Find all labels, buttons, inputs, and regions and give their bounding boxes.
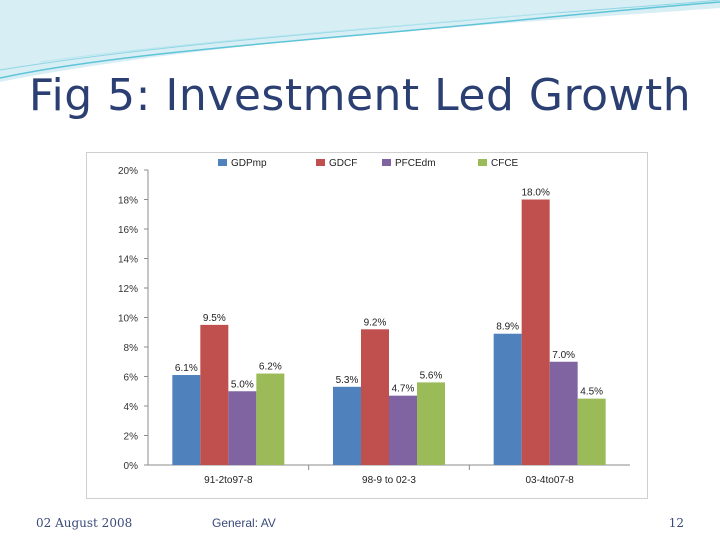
x-tick-label: 03-4to07-8 xyxy=(525,475,574,486)
header-wave-decoration xyxy=(0,0,720,82)
data-label: 8.9% xyxy=(496,322,519,333)
y-tick-label: 14% xyxy=(118,255,138,266)
bar xyxy=(577,398,606,465)
data-label: 5.3% xyxy=(336,375,359,386)
bar xyxy=(361,329,389,465)
x-tick-label: 98-9 to 02-3 xyxy=(362,475,416,486)
y-tick-label: 8% xyxy=(124,343,139,354)
page-number: 12 xyxy=(668,516,684,530)
x-tick-label: 91-2to97-8 xyxy=(204,475,253,486)
data-label: 4.5% xyxy=(580,387,603,398)
data-label: 5.0% xyxy=(231,379,254,390)
legend-label: GDPmp xyxy=(231,158,267,169)
bar xyxy=(493,333,522,465)
data-label: 9.2% xyxy=(364,317,387,328)
bar xyxy=(521,199,550,465)
legend-swatch xyxy=(218,159,227,166)
y-tick-label: 20% xyxy=(118,166,138,177)
y-tick-label: 2% xyxy=(124,432,139,443)
legend-label: CFCE xyxy=(491,158,519,169)
data-label: 6.2% xyxy=(259,362,282,373)
data-label: 5.6% xyxy=(420,370,443,381)
y-tick-label: 16% xyxy=(118,225,138,236)
legend-swatch xyxy=(316,159,325,166)
legend-swatch xyxy=(478,159,487,166)
data-label: 18.0% xyxy=(521,188,549,199)
bar xyxy=(256,373,285,465)
y-tick-label: 4% xyxy=(124,402,139,413)
footer-date: 02 August 2008 xyxy=(36,516,133,530)
legend-swatch xyxy=(382,159,391,166)
y-tick-label: 18% xyxy=(118,196,138,207)
bar xyxy=(172,375,201,465)
slide-title: Fig 5: Investment Led Growth xyxy=(28,70,692,121)
data-label: 4.7% xyxy=(392,384,415,395)
bar xyxy=(549,361,578,465)
legend-label: GDCF xyxy=(329,158,357,169)
footer-author: General: AV xyxy=(212,516,276,530)
bar xyxy=(228,391,257,465)
data-label: 7.0% xyxy=(552,350,575,361)
bar xyxy=(333,386,361,465)
y-tick-label: 6% xyxy=(124,373,139,384)
bar-chart: 0% 2% 4% 6% 8% 10% 12% 14% 16% 18% 20% 6.1% 9.5% 5.0%… xyxy=(118,158,630,486)
y-tick-label: 12% xyxy=(118,284,138,295)
bar xyxy=(417,382,445,465)
bar xyxy=(200,324,229,465)
data-label: 6.1% xyxy=(175,363,198,374)
legend-label: PFCEdm xyxy=(395,158,436,169)
data-label: 9.5% xyxy=(203,313,226,324)
bar xyxy=(389,395,417,465)
y-tick-label: 0% xyxy=(124,461,139,472)
y-tick-label: 10% xyxy=(118,314,138,325)
